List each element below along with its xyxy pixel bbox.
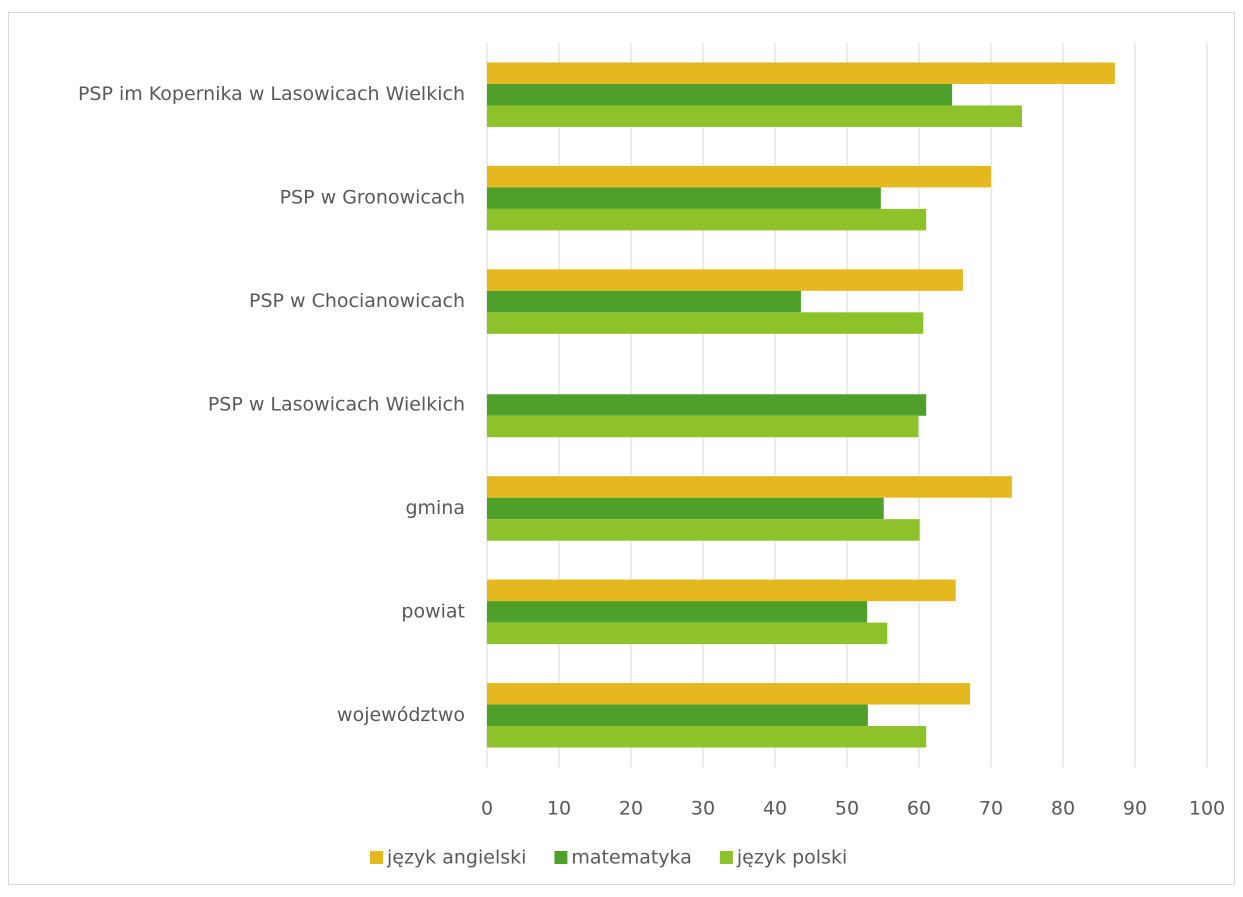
x-tick-label: 0: [481, 798, 493, 820]
y-tick-label: PSP w Lasowicach Wielkich: [208, 394, 465, 416]
bar: [487, 62, 1115, 84]
y-tick-label: PSP w Gronowicach: [280, 187, 465, 209]
bar: [487, 497, 884, 520]
bar: [487, 601, 868, 623]
y-tick-label: PSP im Kopernika w Lasowicach Wielkich: [78, 83, 465, 105]
x-tick-label: 70: [979, 798, 1003, 820]
bar: [487, 622, 888, 645]
x-tick-label: 100: [1189, 798, 1225, 820]
y-tick-label: województwo: [337, 704, 465, 726]
legend-swatch: [370, 851, 383, 864]
x-tick-label: 50: [835, 798, 859, 820]
x-tick-label: 10: [547, 798, 571, 820]
bar: [487, 105, 1022, 127]
bar: [487, 704, 868, 727]
bar: [487, 208, 927, 231]
legend-label: język polski: [736, 847, 847, 869]
x-tick-label: 30: [691, 798, 715, 820]
bar: [487, 187, 881, 209]
bar: [487, 394, 927, 416]
bar: [487, 165, 991, 188]
bar: [487, 476, 1012, 498]
bar: [487, 312, 924, 334]
bar: [487, 683, 971, 705]
x-tick-label: 40: [763, 798, 787, 820]
bar: [487, 519, 920, 541]
y-tick-label: powiat: [401, 600, 465, 622]
x-tick-label: 20: [619, 798, 643, 820]
bar: [487, 269, 963, 291]
chart-border: [8, 12, 1235, 885]
legend-swatch: [719, 851, 733, 864]
legend-label: język angielski: [386, 847, 526, 869]
bar: [487, 579, 956, 602]
x-tick-label: 60: [907, 798, 931, 820]
x-tick-label: 90: [1123, 798, 1147, 820]
bar: [487, 415, 919, 438]
bar: [487, 83, 953, 106]
y-tick-label: gmina: [405, 497, 465, 519]
y-tick-label: PSP w Chocianowicach: [249, 290, 465, 312]
legend-swatch: [554, 851, 568, 864]
bar: [487, 726, 927, 748]
legend-label: matematyka: [571, 847, 691, 869]
x-tick-label: 80: [1051, 798, 1075, 820]
bar: [487, 290, 801, 313]
